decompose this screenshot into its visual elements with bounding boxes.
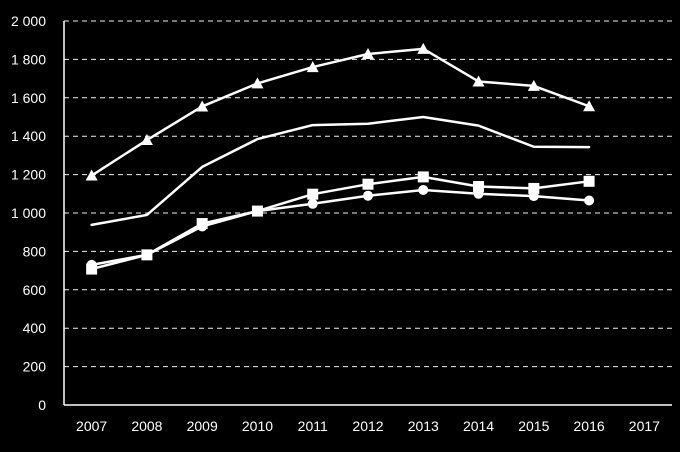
triangle-marker: [583, 100, 596, 112]
y-tick-label: 800: [23, 243, 47, 259]
x-tick-label: 2014: [463, 418, 494, 434]
square-marker: [307, 188, 319, 200]
series-markers: [85, 42, 596, 275]
circle-marker: [418, 184, 429, 195]
triangle-marker: [251, 77, 264, 89]
x-tick-label: 2010: [242, 418, 273, 434]
circle-marker: [528, 191, 539, 202]
circle-marker: [584, 195, 595, 206]
series-line-3: [90, 175, 591, 271]
triangle-marker: [196, 100, 209, 112]
y-tick-label: 1 400: [11, 128, 46, 144]
series-lines: [90, 47, 591, 271]
triangle-marker: [140, 134, 153, 146]
y-tick-label: 0: [38, 397, 46, 413]
triangle-marker: [306, 61, 319, 73]
y-tick-label: 1 200: [11, 167, 46, 183]
square-marker: [583, 175, 595, 187]
series-line-1: [90, 47, 591, 177]
y-tick-label: 1 600: [11, 90, 46, 106]
y-tick-label: 1 800: [11, 51, 46, 67]
square-marker: [417, 171, 429, 183]
x-tick-label: 2015: [518, 418, 549, 434]
x-tick-label: 2012: [352, 418, 383, 434]
x-tick-label: 2007: [76, 418, 107, 434]
circle-marker: [252, 206, 263, 217]
circle-marker: [197, 221, 208, 232]
x-tick-label: 2017: [629, 418, 660, 434]
x-tick-label: 2008: [131, 418, 162, 434]
triangle-marker: [417, 42, 430, 54]
x-tick-label: 2016: [574, 418, 605, 434]
circle-marker: [86, 259, 97, 270]
circle-marker: [473, 188, 484, 199]
x-tick-label: 2013: [408, 418, 439, 434]
square-marker: [528, 182, 540, 194]
x-tick-label: 2009: [187, 418, 218, 434]
series-line-4: [90, 188, 591, 267]
y-tick-label: 2 000: [11, 13, 46, 29]
gridlines: [64, 20, 672, 368]
series-line-2: [90, 115, 591, 227]
triangle-marker: [85, 169, 98, 181]
y-tick-label: 1 000: [11, 205, 46, 221]
square-marker: [362, 178, 374, 190]
circle-marker: [141, 249, 152, 260]
y-tick-label: 600: [23, 282, 47, 298]
square-marker: [473, 181, 485, 193]
y-tick-label: 400: [23, 320, 47, 336]
triangle-marker: [527, 79, 540, 91]
triangle-marker: [472, 75, 485, 87]
y-axis-tick-labels: 0 200 400 600 800 1 000 1 200 1 400 1 600 1 800 2 …: [11, 13, 46, 413]
x-axis-tick-labels: 2007 2008 2009 2010 2011 2012 2013 2014 2015 2016…: [76, 418, 660, 434]
x-tick-label: 2011: [298, 418, 328, 434]
axes: [63, 21, 672, 406]
circle-marker: [363, 190, 373, 201]
circle-marker: [307, 198, 318, 209]
triangle-marker: [362, 48, 374, 60]
y-tick-label: 200: [23, 359, 47, 375]
